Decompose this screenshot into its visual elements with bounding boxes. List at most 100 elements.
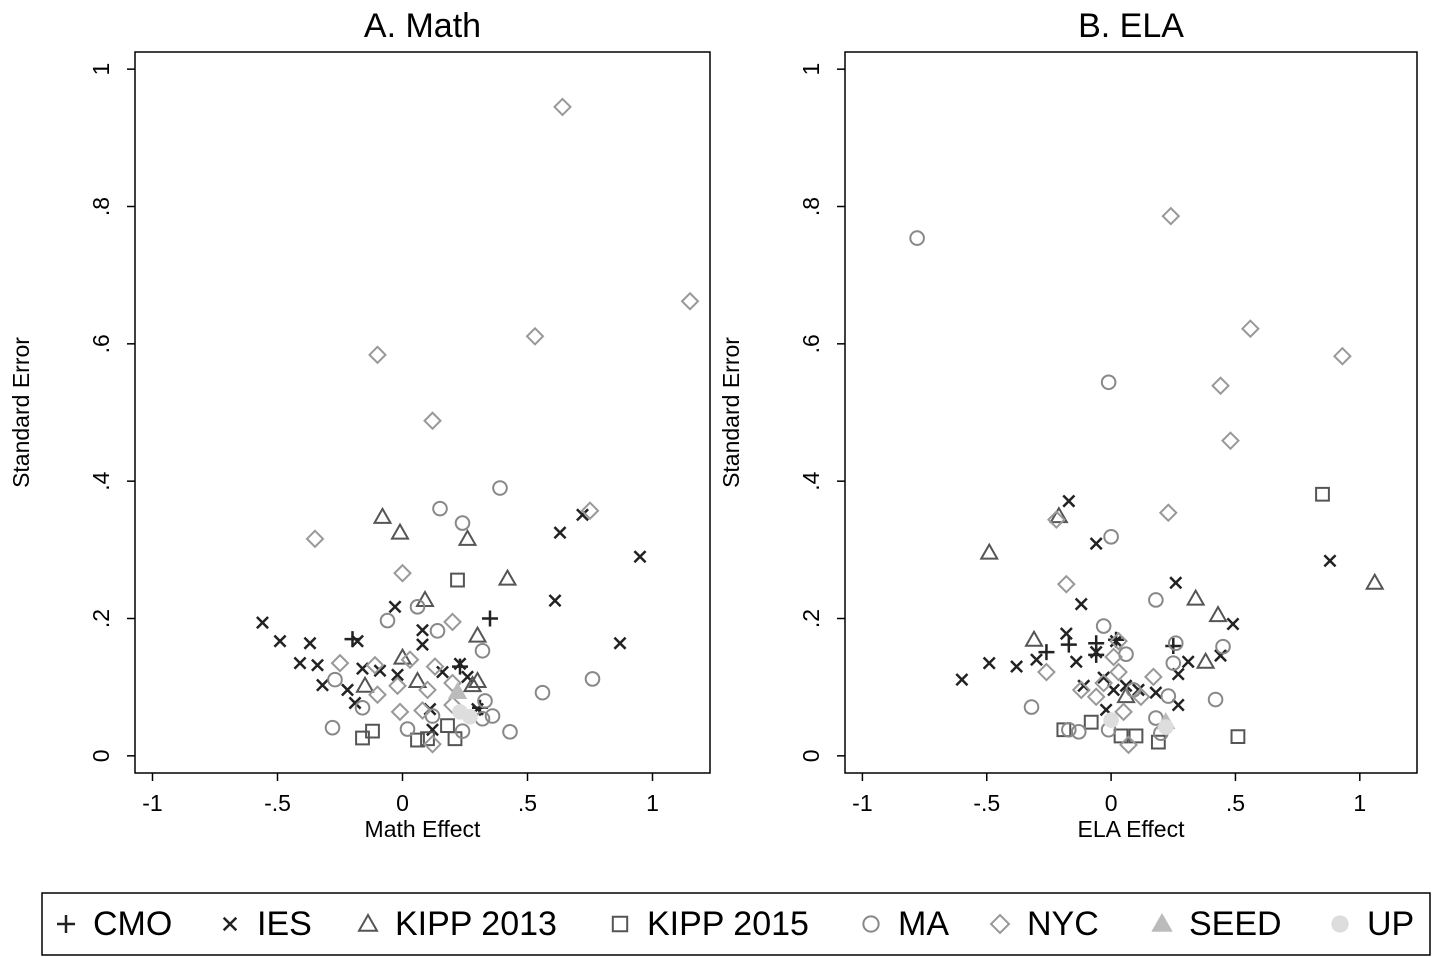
scatter-point bbox=[1056, 574, 1076, 594]
scatter-point bbox=[1023, 699, 1040, 715]
scatter-point bbox=[1158, 719, 1174, 735]
scatter-point bbox=[355, 730, 370, 746]
scatter-point bbox=[305, 529, 325, 549]
scatter-point bbox=[450, 572, 465, 588]
y-axis-title: Standard Error bbox=[8, 337, 34, 488]
scatter-point bbox=[1071, 680, 1091, 700]
scatter-point bbox=[534, 684, 551, 701]
scatter-point bbox=[1181, 655, 1195, 669]
scatter-point bbox=[416, 623, 429, 637]
scatter-point bbox=[580, 501, 600, 521]
scatter-point bbox=[1083, 714, 1099, 730]
y-tick-label: .8 bbox=[798, 197, 824, 216]
scatter-point bbox=[1119, 735, 1138, 755]
scatter-point bbox=[1167, 635, 1184, 652]
scatter-point bbox=[1215, 638, 1231, 655]
scatter-point bbox=[373, 664, 387, 678]
scatter-point bbox=[447, 731, 463, 747]
legend-marker bbox=[989, 913, 1011, 935]
scatter-point bbox=[273, 634, 287, 648]
scatter-point bbox=[1169, 576, 1183, 590]
y-tick-label: 0 bbox=[88, 749, 114, 762]
scatter-point bbox=[1226, 617, 1240, 631]
legend-label: UP bbox=[1367, 905, 1414, 943]
scatter-point bbox=[548, 594, 562, 608]
scatter-point bbox=[1037, 662, 1056, 682]
scatter-point bbox=[1171, 698, 1185, 712]
scatter-point bbox=[457, 528, 478, 546]
legend-label: KIPP 2013 bbox=[395, 905, 557, 943]
scatter-point bbox=[303, 636, 317, 650]
scatter-point bbox=[365, 655, 385, 675]
scatter-point bbox=[390, 522, 410, 540]
scatter-point bbox=[424, 708, 441, 724]
scatter-point bbox=[399, 721, 416, 737]
y-tick-label: .4 bbox=[798, 471, 824, 490]
scatter-point bbox=[576, 508, 589, 522]
legend-label: NYC bbox=[1027, 905, 1099, 943]
scatter-point bbox=[341, 683, 354, 697]
scatter-point bbox=[909, 230, 925, 246]
scatter-point bbox=[1094, 673, 1114, 693]
scatter-point bbox=[467, 625, 488, 643]
scatter-point bbox=[1323, 554, 1337, 568]
legend-label: KIPP 2015 bbox=[647, 905, 809, 943]
scatter-point bbox=[1038, 644, 1055, 661]
legend-marker bbox=[222, 916, 238, 932]
scatter-point bbox=[410, 732, 425, 748]
scatter-point bbox=[1221, 431, 1240, 451]
legend-marker bbox=[862, 915, 880, 933]
scatter-point bbox=[426, 723, 439, 737]
scatter-point bbox=[1230, 729, 1246, 745]
legend-marker bbox=[357, 912, 379, 932]
x-tick-label: 1 bbox=[646, 790, 659, 816]
scatter-point bbox=[393, 563, 412, 583]
scatter-point bbox=[1131, 687, 1151, 707]
scatter-point bbox=[1104, 647, 1124, 667]
scatter-point bbox=[1315, 486, 1330, 502]
legend-label: CMO bbox=[93, 905, 172, 943]
scatter-point bbox=[388, 676, 407, 696]
scatter-point bbox=[492, 480, 508, 496]
scatter-point bbox=[1119, 679, 1133, 693]
scatter-point bbox=[1109, 662, 1128, 682]
scatter-point bbox=[1069, 655, 1083, 669]
legend-marker bbox=[611, 915, 629, 933]
scatter-point bbox=[1214, 649, 1228, 663]
scatter-point bbox=[482, 610, 498, 627]
legend-label: SEED bbox=[1189, 905, 1282, 943]
scatter-point bbox=[1160, 688, 1177, 704]
scatter-point bbox=[1010, 660, 1024, 674]
scatter-point bbox=[316, 678, 329, 692]
plot-frame bbox=[134, 51, 711, 774]
scatter-point bbox=[502, 724, 518, 740]
scatter-point bbox=[372, 506, 393, 524]
scatter-point bbox=[351, 634, 364, 648]
y-tick-label: .2 bbox=[88, 609, 114, 628]
scatter-point bbox=[379, 612, 396, 629]
scatter-point bbox=[1089, 537, 1103, 551]
scatter-point bbox=[425, 657, 445, 676]
scatter-point bbox=[447, 681, 468, 699]
scatter-point bbox=[1062, 494, 1076, 508]
scatter-point bbox=[1100, 374, 1117, 391]
scatter-point bbox=[454, 515, 471, 531]
x-tick-label: 0 bbox=[1105, 790, 1118, 816]
x-tick-label: -1 bbox=[142, 790, 162, 816]
y-tick-label: 1 bbox=[798, 63, 824, 76]
scatter-point bbox=[454, 723, 471, 739]
scatter-point bbox=[420, 731, 435, 747]
scatter-point bbox=[1158, 503, 1178, 523]
scatter-point bbox=[400, 650, 420, 670]
scatter-point bbox=[1165, 637, 1182, 654]
y-axis-title: Standard Error bbox=[718, 337, 744, 488]
y-tick-label: .6 bbox=[88, 334, 114, 353]
legend-label: MA bbox=[898, 905, 949, 943]
scatter-point bbox=[1030, 653, 1043, 667]
y-tick-label: 1 bbox=[88, 63, 114, 76]
scatter-point bbox=[1332, 346, 1352, 366]
x-tick-label: -1 bbox=[852, 790, 872, 816]
scatter-point bbox=[1088, 646, 1105, 663]
scatter-point bbox=[1097, 671, 1111, 685]
x-tick-label: .5 bbox=[1226, 790, 1245, 816]
